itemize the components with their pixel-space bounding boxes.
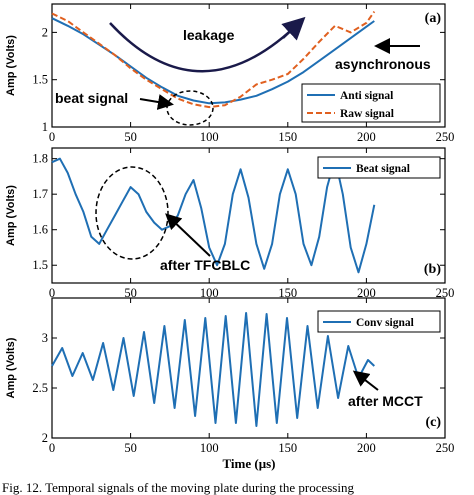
legend-label: Conv signal <box>356 317 414 329</box>
plot-frame <box>51 3 446 128</box>
legend-label: Beat signal <box>356 163 410 175</box>
tfcblc-ellipse <box>95 166 169 260</box>
series-line-raw-signal <box>51 11 376 109</box>
panel-b: 0 50 100 150 200 250 1.5 1.6 1.7 1.8 Amp (Volts) (b… <box>5 147 455 300</box>
y-tick-label: 2.5 <box>32 381 48 395</box>
plot-frame <box>51 297 446 439</box>
legend-label: Raw signal <box>340 108 394 120</box>
beat-signal-ellipse <box>166 90 214 126</box>
x-tick-label: 100 <box>200 286 219 300</box>
y-tick-label: 1.8 <box>32 152 48 166</box>
y-tick-label: 2 <box>42 25 48 39</box>
legend-label: Anti signal <box>340 90 393 102</box>
figure-caption: Fig. 12. Temporal signals of the moving … <box>2 480 354 495</box>
leakage-arrow <box>281 16 306 41</box>
panel-a: 0 50 100 150 200 250 1 1.5 2 Amp (Volts) (a) Anti s… <box>5 3 455 144</box>
y-tick-label: 1.5 <box>32 73 48 87</box>
y-tick-label: 1.7 <box>32 187 48 201</box>
legend-box <box>317 156 441 179</box>
x-tick-label: 200 <box>357 286 376 300</box>
legend-box <box>317 310 441 333</box>
x-tick-label: 150 <box>278 441 297 455</box>
series-line-conv-signal <box>51 312 375 427</box>
annotation-leakage: leakage <box>183 27 235 43</box>
x-tick-label: 50 <box>124 286 137 300</box>
legend: Anti signal Raw signal <box>301 83 441 123</box>
y-tick-label: 2 <box>42 431 48 445</box>
y-tick-label: 1.5 <box>32 258 48 272</box>
x-tick-label: 50 <box>124 441 137 455</box>
x-tick-label: 250 <box>436 130 455 144</box>
tfcblc-arrow <box>165 213 211 257</box>
x-tick-label: 150 <box>278 286 297 300</box>
x-tick-label: 100 <box>200 130 219 144</box>
legend: Conv signal <box>317 310 441 333</box>
x-tick-label: 250 <box>436 441 455 455</box>
panel-c: 0 50 100 150 200 250 2 2.5 3 Amp (Volts) (c) Conv s… <box>5 297 455 455</box>
leakage-curve <box>109 21 301 73</box>
mcct-arrow <box>352 370 379 391</box>
panel-label: (b) <box>424 262 441 277</box>
panel-label: (c) <box>425 415 441 430</box>
x-tick-label: 50 <box>124 130 137 144</box>
x-tick-label: 0 <box>49 441 55 455</box>
y-tick-label: 1.6 <box>32 223 48 237</box>
y-axis-label: Amp (Volts) <box>5 185 17 246</box>
x-tick-label: 150 <box>278 130 297 144</box>
beat-signal-arrow <box>139 94 174 110</box>
x-tick-label: 250 <box>436 286 455 300</box>
x-tick-label: 0 <box>49 130 55 144</box>
annotation-after-tfcblc: after TFCBLC <box>160 257 250 273</box>
y-tick-label: 1 <box>42 120 48 134</box>
x-tick-label: 100 <box>200 441 219 455</box>
panel-label: (a) <box>425 11 442 26</box>
legend-box <box>301 83 441 123</box>
annotation-asynchronous: asynchronous <box>335 56 431 72</box>
plot-frame <box>51 147 446 284</box>
x-tick-label: 200 <box>357 441 376 455</box>
y-axis-label: Amp (Volts) <box>5 35 17 96</box>
y-tick-label: 3 <box>42 331 48 345</box>
annotation-beat-signal: beat signal <box>55 90 128 106</box>
annotation-after-mcct: after MCCT <box>348 393 423 409</box>
y-axis-label: Amp (Volts) <box>5 337 17 398</box>
legend: Beat signal <box>317 156 441 179</box>
series-line-beat-signal <box>51 157 376 274</box>
x-tick-label: 200 <box>357 130 376 144</box>
x-tick-label: 0 <box>49 286 55 300</box>
x-axis-label: Time (μs) <box>223 456 276 471</box>
